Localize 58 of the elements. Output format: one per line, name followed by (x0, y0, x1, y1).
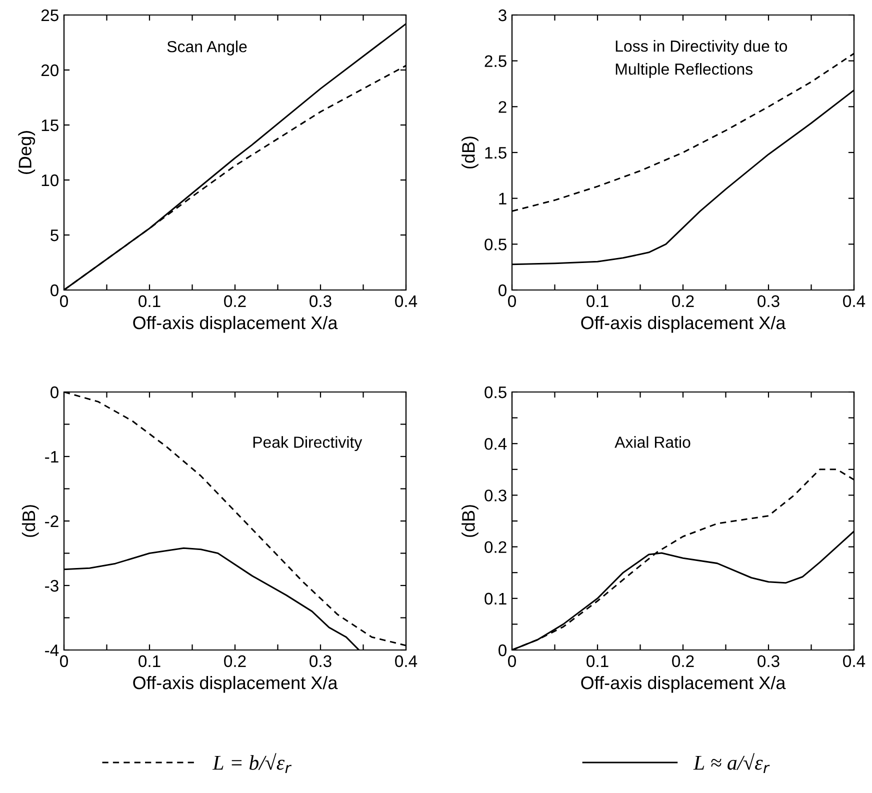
y-tick-label: 0.2 (484, 541, 506, 554)
legend-label: L ≈ a/√ε$_{r}$ (693, 753, 770, 774)
y-tick-label: 0 (50, 284, 58, 296)
x-tick-label: 0.2 (672, 655, 694, 668)
y-tick-label: -3 (45, 580, 58, 592)
y-tick-label: 0.4 (484, 438, 507, 450)
annotation: Loss in Directivity due to Multiple Reflections (616, 40, 788, 78)
x-axis-title: Off-axis displacement X/a (133, 316, 338, 333)
y-tick-label: -1 (45, 451, 58, 463)
y-axis-title: (Deg) (18, 131, 36, 174)
x-tick-label: 0.2 (224, 655, 246, 668)
x-tick-label: 0.1 (586, 655, 608, 668)
y-tick-label: -2 (45, 515, 58, 528)
y-tick-label: -4 (45, 644, 59, 656)
y-tick-label: 1 (499, 192, 506, 204)
y-tick-label: 10 (42, 174, 58, 186)
y-tick-label: 0 (498, 284, 506, 296)
y-tick-label: 0.5 (484, 238, 506, 250)
annotation: Scan Angle (167, 40, 247, 56)
y-tick-label: 2.5 (484, 55, 506, 68)
y-tick-label: 0.3 (484, 490, 506, 502)
x-tick-label: 0.3 (310, 655, 332, 668)
y-tick-label: 0 (498, 644, 506, 656)
y-tick-label: 20 (41, 64, 58, 76)
x-tick-label: 0.4 (395, 655, 418, 668)
x-tick-label: 0.1 (138, 295, 160, 308)
y-axis-title: (dB) (462, 136, 478, 168)
annotation: Peak Directivity (253, 436, 362, 452)
x-tick-label: 0.3 (310, 295, 332, 308)
y-tick-label: 15 (42, 120, 58, 132)
x-tick-label: 0.2 (224, 295, 246, 308)
x-axis-title: Off-axis displacement X/a (133, 676, 338, 693)
y-tick-label: 0.5 (484, 386, 506, 398)
legend-label: L = b/√ε$_{r}$ (212, 753, 292, 774)
y-tick-label: 25 (41, 9, 58, 22)
x-tick-label: 0.3 (758, 295, 780, 308)
x-tick-label: 0.4 (843, 295, 866, 308)
x-tick-label: 0 (508, 295, 516, 308)
y-tick-label: 5 (50, 230, 58, 242)
x-tick-label: 0.1 (138, 655, 160, 668)
y-tick-label: 0.1 (484, 592, 506, 605)
x-axis-title: Off-axis displacement X/a (581, 316, 786, 333)
y-axis-title: (dB) (22, 505, 39, 537)
y-axis-title: (dB) (462, 505, 478, 537)
x-tick-label: 0.2 (672, 295, 694, 308)
y-tick-label: 2 (498, 101, 506, 113)
x-axis-title: Off-axis displacement X/a (581, 676, 786, 693)
y-tick-label: 3 (498, 9, 506, 22)
x-tick-label: 0.1 (586, 295, 608, 308)
x-tick-label: 0.4 (395, 295, 418, 308)
x-tick-label: 0 (508, 655, 516, 668)
y-tick-label: 0 (50, 386, 58, 398)
x-tick-label: 0 (60, 655, 68, 668)
x-tick-label: 0.4 (843, 655, 866, 668)
annotation: Axial Ratio (614, 436, 690, 448)
x-tick-label: 0 (60, 295, 68, 308)
x-tick-label: 0.3 (758, 655, 780, 668)
y-tick-label: 1.5 (485, 147, 506, 159)
